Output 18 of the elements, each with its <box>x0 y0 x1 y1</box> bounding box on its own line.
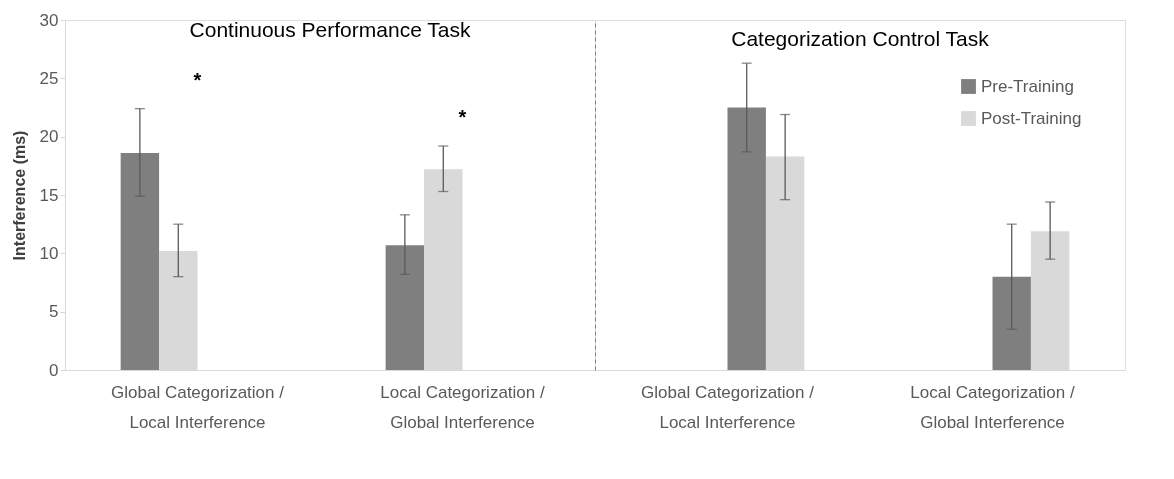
x-tick-label: Local Categorization / Global Interference <box>380 382 545 432</box>
y-tick-label: 30 <box>39 10 59 30</box>
y-tick-label: 0 <box>49 360 59 380</box>
x-tick-label: Local Categorization / Global Interference <box>910 382 1075 432</box>
chart-title: Continuous Performance Task <box>189 18 471 41</box>
legend-label: Post-Training <box>981 108 1082 128</box>
y-tick-label: 20 <box>39 127 59 147</box>
y-tick-label: 5 <box>49 302 59 322</box>
chart-title: Categorization Control Task <box>731 27 990 50</box>
x-tick-label: Global Categorization / Local Interference <box>641 382 815 432</box>
annotation: * <box>458 106 467 128</box>
x-tick-label: Global Categorization / Local Interference <box>111 382 285 432</box>
y-tick-label: 25 <box>39 68 59 88</box>
y-tick-label: 15 <box>39 185 59 205</box>
y-tick-label: 10 <box>39 243 59 263</box>
y-axis-title: Interference (ms) <box>10 130 28 261</box>
annotation: * <box>193 68 202 91</box>
legend-label: Pre-Training <box>981 76 1074 96</box>
